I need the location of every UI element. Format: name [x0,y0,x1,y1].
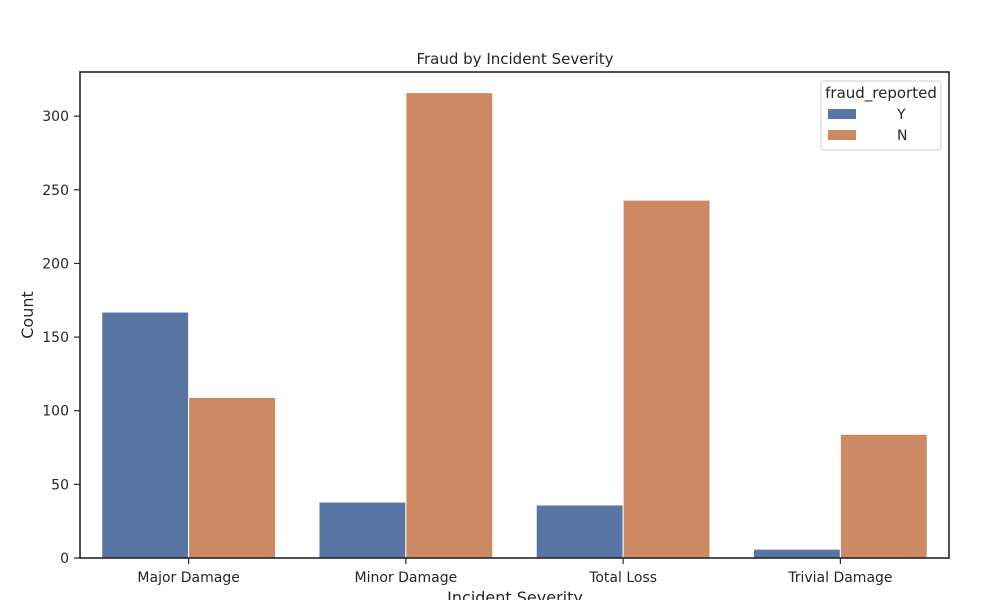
x-axis-ticks: Major Damage Minor Damage Total Loss Trivia… [137,558,893,586]
legend-label-n: N [897,128,907,144]
y-tick-label: 300 [42,109,69,125]
bar-y-trivial-damage [752,548,841,559]
plot-frame [79,71,950,559]
x-tick-label: Total Loss [588,570,657,586]
y-axis-label: Count [18,291,37,339]
x-tick-label: Major Damage [137,570,239,586]
bars-group [101,92,928,559]
y-tick-label: 50 [51,477,69,493]
bar-y-major-damage [101,311,190,559]
bar-y-total-loss [535,504,624,559]
y-tick-label: 0 [60,551,69,567]
legend: fraud_reported Y N [820,80,942,151]
bar-n-major-damage [188,396,277,559]
bar-n-trivial-damage [839,433,928,559]
x-axis-label: Incident Severity [447,588,583,600]
legend-swatch-y [828,109,856,119]
x-tick-label: Trivial Damage [787,570,892,586]
bar-y-minor-damage [318,501,407,559]
y-tick-label: 200 [42,256,69,272]
y-tick-label: 100 [42,404,69,420]
bar-n-total-loss [622,199,711,559]
bar-n-minor-damage [405,92,494,559]
y-tick-label: 250 [42,183,69,199]
legend-label-y: Y [896,107,906,123]
y-tick-label: 150 [42,330,69,346]
chart-title: Fraud by Incident Severity [416,50,613,68]
legend-swatch-n [828,130,856,140]
legend-title: fraud_reported [825,84,937,103]
x-tick-label: Minor Damage [355,570,458,586]
y-axis-ticks: 0 50 100 150 200 250 300 [42,109,80,567]
